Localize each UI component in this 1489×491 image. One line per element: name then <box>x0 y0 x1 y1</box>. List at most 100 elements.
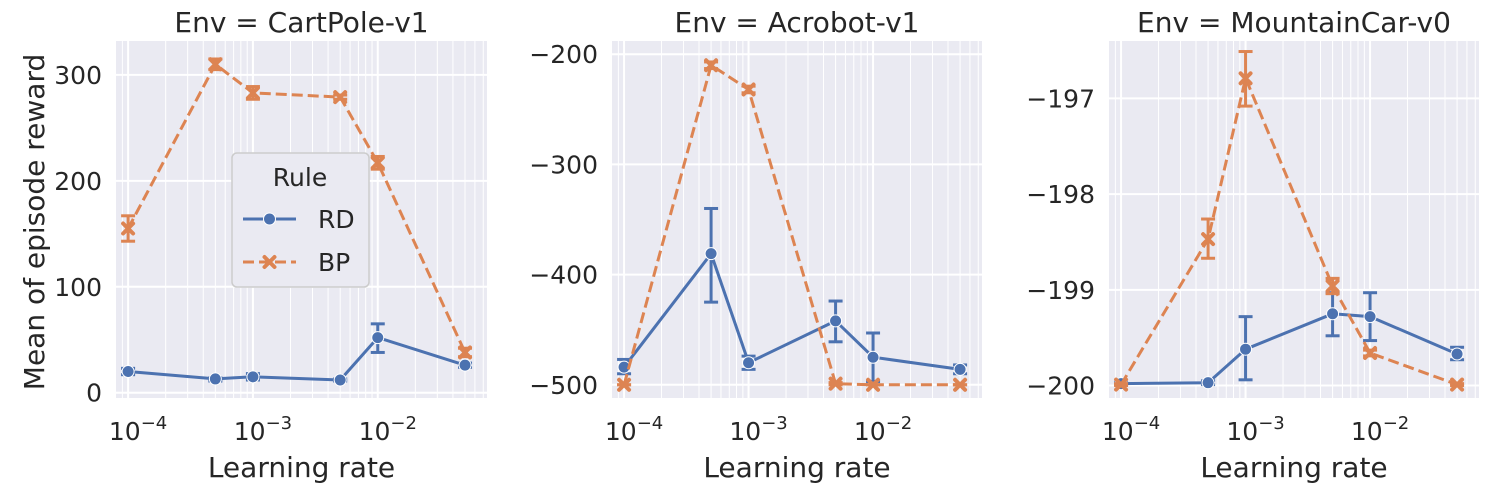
panel-title: Env = CartPole-v1 <box>174 6 428 39</box>
legend-entry-rd: RD <box>243 205 355 234</box>
x-tick-label: 10−3 <box>234 413 292 446</box>
legend-marker <box>263 212 276 226</box>
data-point <box>704 247 718 261</box>
x-tick-exponent: −2 <box>1383 413 1410 434</box>
data-point <box>458 358 472 372</box>
x-tick-label: 10−2 <box>1351 413 1409 446</box>
data-point <box>617 377 632 392</box>
y-tick-label: 100 <box>54 273 102 302</box>
data-point <box>370 155 385 170</box>
x-tick-exponent: −2 <box>390 413 417 434</box>
data-point <box>1114 377 1129 392</box>
y-tick-label: −200 <box>529 40 598 69</box>
data-point <box>828 376 843 391</box>
x-tick-label: 10−2 <box>359 413 417 446</box>
y-tick-label: 0 <box>86 379 102 408</box>
data-point <box>333 90 348 105</box>
x-tick-label: 10−4 <box>605 413 663 446</box>
series-rd <box>121 322 473 387</box>
x-tick-base: 10 <box>729 417 761 446</box>
data-point <box>829 314 843 328</box>
y-tick-label: −199 <box>1026 276 1095 305</box>
series-rd <box>617 206 968 383</box>
data-point <box>1239 342 1253 356</box>
x-tick-exponent: −2 <box>886 413 913 434</box>
y-tick-label: −400 <box>529 261 598 290</box>
data-point <box>121 221 136 236</box>
x-tick-base: 10 <box>359 417 391 446</box>
y-tick-label: −200 <box>1026 372 1095 401</box>
x-tick-label: 10−2 <box>854 413 912 446</box>
data-point <box>333 373 347 387</box>
y-tick-label: 300 <box>54 61 102 90</box>
x-tick-exponent: −4 <box>637 413 664 434</box>
x-tick-exponent: −4 <box>141 413 168 434</box>
x-tick-base: 10 <box>1351 417 1383 446</box>
y-axis-label: Mean of episode reward <box>18 54 51 390</box>
x-tick-base: 10 <box>1102 417 1134 446</box>
data-point <box>245 85 260 100</box>
series-line-rd <box>1121 312 1458 386</box>
data-point <box>1450 377 1465 392</box>
series-bp <box>617 58 968 392</box>
data-point <box>704 58 719 73</box>
data-point <box>1201 232 1216 247</box>
x-tick-exponent: −4 <box>1134 413 1161 434</box>
series-line-bp <box>622 63 961 387</box>
panel-title: Env = MountainCar-v0 <box>1137 6 1451 39</box>
legend-box <box>231 152 370 288</box>
x-tick-exponent: −3 <box>1258 413 1285 434</box>
x-tick-label: 10−3 <box>729 413 787 446</box>
legend-entry-bp: BP <box>243 248 350 277</box>
data-point <box>1238 71 1253 86</box>
panel-3: Env = MountainCar-v0 Learning rate −200 −19… <box>1026 6 1479 484</box>
plot-area <box>1109 41 1479 398</box>
data-point <box>458 345 473 360</box>
y-tick-label: −500 <box>529 371 598 400</box>
legend-title: Rule <box>273 163 327 192</box>
panels: Env = CartPole-v1 Learning rate 0 100 200 300… <box>54 6 1479 484</box>
x-tick-base: 10 <box>109 417 141 446</box>
y-tick-label: 200 <box>54 167 102 196</box>
series-line-rd <box>622 252 961 371</box>
x-tick-exponent: −3 <box>761 413 788 434</box>
legend: Rule RD BP <box>231 152 370 288</box>
data-point <box>866 350 880 364</box>
data-point <box>246 370 260 384</box>
x-tick-base: 10 <box>1226 417 1258 446</box>
data-point <box>741 82 756 97</box>
data-point <box>866 377 881 392</box>
panel-title: Env = Acrobot-v1 <box>675 6 920 39</box>
y-tick-label: −198 <box>1026 180 1095 209</box>
x-tick-label: 10−4 <box>1102 413 1160 446</box>
data-point <box>1325 279 1340 294</box>
panel-2: Env = Acrobot-v1 Learning rate −500 −400 −30… <box>529 6 982 484</box>
x-axis-label: Learning rate <box>703 451 890 484</box>
plot-area <box>612 41 982 398</box>
x-tick-label: 10−4 <box>109 413 167 446</box>
data-point <box>1450 347 1464 361</box>
x-axis-label: Learning rate <box>208 451 395 484</box>
data-point <box>1201 376 1215 390</box>
legend-label: RD <box>318 205 355 234</box>
legend-label: BP <box>318 248 350 277</box>
x-axis-label: Learning rate <box>1200 451 1387 484</box>
x-tick-base: 10 <box>854 417 886 446</box>
data-point <box>742 356 756 370</box>
data-point <box>208 372 222 386</box>
data-point <box>1326 307 1340 321</box>
legend-marker <box>262 255 277 269</box>
y-tick-label: −197 <box>1026 84 1095 113</box>
series-bp <box>121 57 473 360</box>
series-line-rd <box>127 336 466 382</box>
data-point <box>953 377 968 392</box>
x-tick-label: 10−3 <box>1226 413 1284 446</box>
series-line-bp <box>126 62 467 354</box>
grid <box>612 41 982 398</box>
data-point <box>371 331 385 345</box>
data-point <box>1363 346 1378 361</box>
y-tick-label: −300 <box>529 150 598 179</box>
data-point <box>121 365 135 379</box>
data-point <box>208 57 223 72</box>
